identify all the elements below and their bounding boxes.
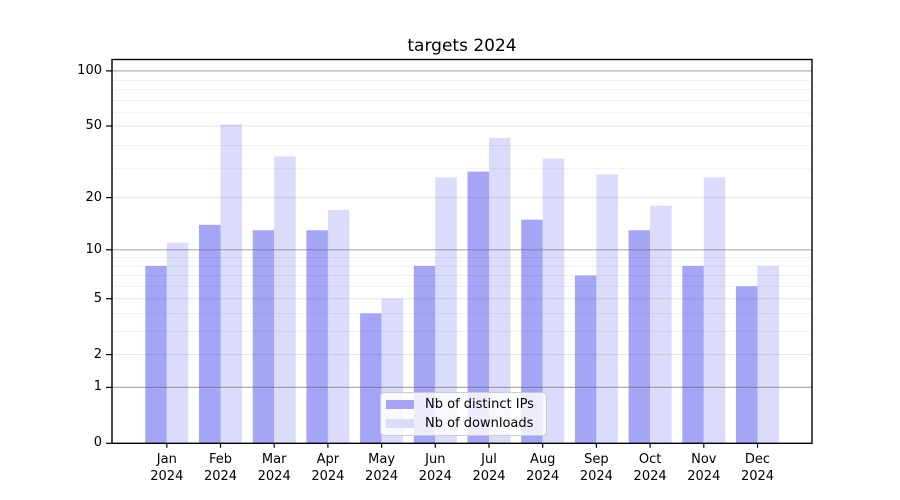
- bar-distinct-ips: [360, 313, 382, 444]
- axes-spines: [111, 58, 813, 444]
- legend-label-downloads: Nb of downloads: [425, 416, 534, 431]
- bar-distinct-ips: [145, 266, 167, 444]
- bar-downloads: [757, 266, 779, 444]
- bar-downloads: [596, 174, 618, 444]
- bar-downloads: [166, 242, 189, 444]
- bar-downloads: [650, 205, 672, 444]
- y-tick-label: 0: [93, 435, 102, 451]
- x-tick-label: Jul 2024: [472, 452, 506, 484]
- legend-swatch-downloads: [386, 419, 414, 428]
- y-tick-label: 10: [85, 241, 102, 257]
- y-tick-label: 20: [85, 189, 102, 205]
- x-tick-label: Aug 2024: [526, 452, 560, 484]
- y-tick-label: 5: [93, 290, 102, 306]
- bar-downloads: [703, 177, 726, 444]
- x-tick-label: Apr 2024: [311, 452, 345, 484]
- legend: Nb of distinct IPs Nb of downloads: [380, 392, 547, 436]
- y-tick-label: 100: [77, 62, 102, 78]
- bar-distinct-ips: [682, 266, 704, 444]
- x-tick-label: Mar 2024: [257, 452, 291, 484]
- bar-distinct-ips: [574, 275, 597, 444]
- legend-item-downloads: Nb of downloads: [386, 416, 540, 432]
- bar-distinct-ips: [306, 230, 328, 444]
- legend-swatch-distinct-ips: [386, 400, 414, 409]
- y-tick-label: 50: [85, 118, 102, 134]
- bar-downloads: [220, 124, 242, 444]
- bar-downloads: [274, 156, 296, 444]
- bar-distinct-ips: [199, 224, 221, 444]
- bar-downloads: [327, 210, 350, 444]
- x-tick-label: Dec 2024: [740, 452, 775, 484]
- bar-distinct-ips: [736, 286, 758, 444]
- bar-distinct-ips: [467, 171, 489, 444]
- legend-label-distinct-ips: Nb of distinct IPs: [425, 397, 534, 412]
- bar-downloads: [542, 158, 565, 444]
- x-tick-label: Nov 2024: [687, 452, 721, 484]
- bar-distinct-ips: [628, 230, 651, 444]
- legend-item-distinct-ips: Nb of distinct IPs: [386, 397, 540, 413]
- x-tick-label: Oct 2024: [633, 452, 667, 484]
- x-tick-label: Feb 2024: [203, 452, 238, 484]
- x-tick-label: Jan 2024: [150, 452, 184, 484]
- y-tick-label: 1: [93, 379, 102, 395]
- chart-title: targets 2024: [407, 36, 517, 56]
- x-tick-label: May 2024: [365, 452, 399, 484]
- bar-downloads: [435, 177, 457, 444]
- bar-distinct-ips: [252, 230, 275, 444]
- bar-downloads: [489, 137, 511, 444]
- x-tick-label: Sep 2024: [579, 452, 613, 484]
- x-tick-label: Jun 2024: [418, 452, 452, 484]
- y-tick-label: 2: [93, 346, 102, 362]
